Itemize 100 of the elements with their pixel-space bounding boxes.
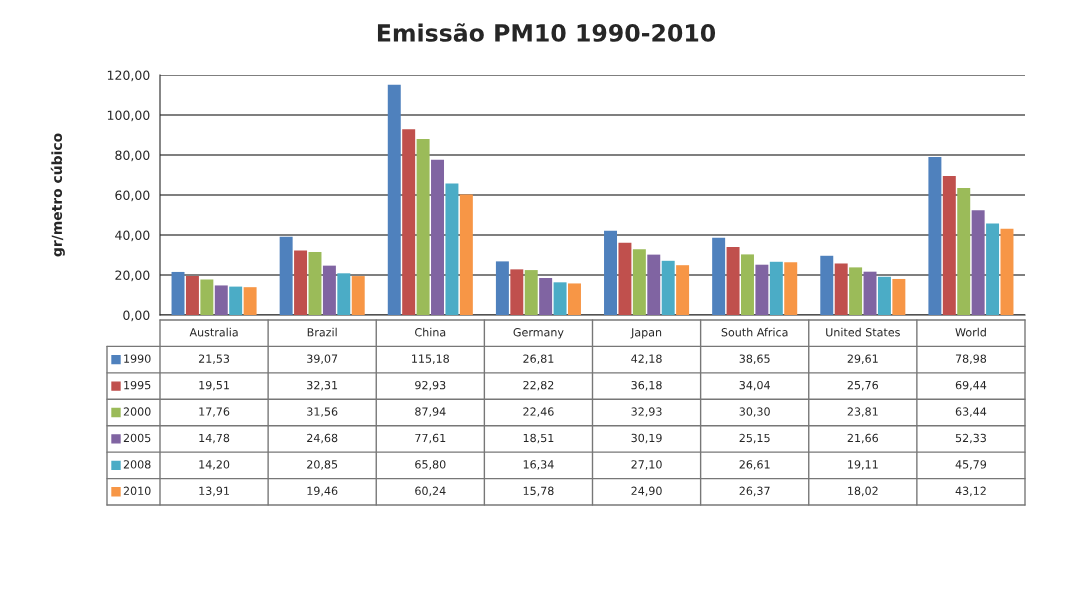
legend-label: 1990 [124,354,151,363]
data-label: 42,18 [631,354,662,364]
data-label: 39,07 [307,354,338,364]
data-label: 31,56 [307,407,338,417]
bar [632,249,646,315]
data-label: 25,15 [739,433,770,444]
bar [755,264,769,315]
bar [863,271,877,315]
bar [769,261,783,315]
bar [834,263,848,315]
bar [661,260,675,315]
bar [387,84,401,315]
bar [171,271,185,315]
bar [214,285,228,315]
bar [524,270,538,315]
data-label: 19,11 [848,460,878,470]
data-label: 19,51 [199,380,229,391]
legend-label: 1995 [124,380,151,390]
data-label: 22,46 [523,407,554,417]
bar [877,276,891,315]
x-tick-label: United States [826,327,900,337]
x-tick-label: World [955,327,986,337]
data-label: 32,31 [307,380,338,391]
data-label: 43,12 [955,486,986,497]
bar [279,236,293,315]
bar [243,287,257,315]
chart-title: Emissão PM10 1990-2010 [377,23,716,42]
data-label: 18,51 [523,433,554,444]
data-label: 32,93 [631,407,662,417]
data-label: 21,66 [847,433,879,444]
y-tick-label: 0,00 [123,310,150,322]
data-label: 78,98 [955,354,987,364]
bar [784,262,798,315]
bar [618,242,632,315]
bar [308,251,322,315]
data-label: 29,61 [847,354,878,364]
data-label: 17,76 [199,407,230,417]
legend-label: 2008 [123,460,151,469]
data-label: 14,20 [199,460,230,470]
data-label: 13,91 [199,486,229,497]
bar [892,278,906,315]
data-label: 21,53 [198,354,230,364]
y-axis-title: gr/metro cúbico [50,133,65,257]
data-label: 26,81 [523,354,554,364]
bar [495,261,509,315]
data-label: 16,34 [523,460,554,470]
bar [647,254,661,315]
data-label: 24,90 [631,486,662,497]
bar [322,265,336,315]
x-tick-label: Japan [630,328,662,339]
bar [416,139,430,315]
data-label: 87,94 [415,407,446,417]
bar [445,183,459,315]
data-label: 23,81 [847,407,878,417]
data-label: 63,44 [955,407,987,417]
bar [820,255,834,315]
y-tick-label: 20,00 [115,270,150,282]
legend-label: 2010 [123,486,151,496]
data-label: 65,80 [415,460,446,470]
data-label: 69,44 [955,380,987,391]
x-tick-label: South Africa [721,327,788,337]
bar [567,283,581,315]
x-tick-label: China [415,327,446,337]
legend-label: 2005 [123,433,151,443]
data-label: 38,65 [739,354,770,364]
bar [676,265,690,315]
bar [942,176,956,315]
legend-label: 2000 [123,407,151,416]
bar [986,223,1000,315]
bar [740,254,754,315]
data-label: 15,78 [523,486,554,497]
data-label: 27,10 [631,460,662,470]
x-tick-label: Australia [189,327,238,337]
data-label: 36,18 [631,380,662,391]
y-tick-label: 60,00 [115,190,150,202]
bar [1000,228,1014,315]
bar [849,267,863,315]
bar [459,194,473,315]
data-label: 115,18 [412,354,449,364]
bar [712,237,726,315]
bar [200,279,214,315]
data-label: 14,78 [199,433,230,444]
y-tick-label: 80,00 [115,150,150,162]
data-label: 34,04 [739,380,770,391]
x-tick-label: Brazil [307,327,337,337]
data-label: 77,61 [415,433,446,444]
data-label: 18,02 [848,486,878,497]
data-label: 60,24 [415,486,446,497]
bar [294,250,308,315]
bar [957,188,971,315]
bar [229,286,243,315]
bar [402,129,416,315]
data-label: 19,46 [307,486,338,497]
bar [971,210,985,315]
bar [351,276,365,315]
bar [604,230,618,315]
data-label: 24,68 [307,433,338,444]
data-label: 26,61 [739,460,770,470]
y-tick-label: 40,00 [115,230,150,242]
bar [510,269,524,315]
